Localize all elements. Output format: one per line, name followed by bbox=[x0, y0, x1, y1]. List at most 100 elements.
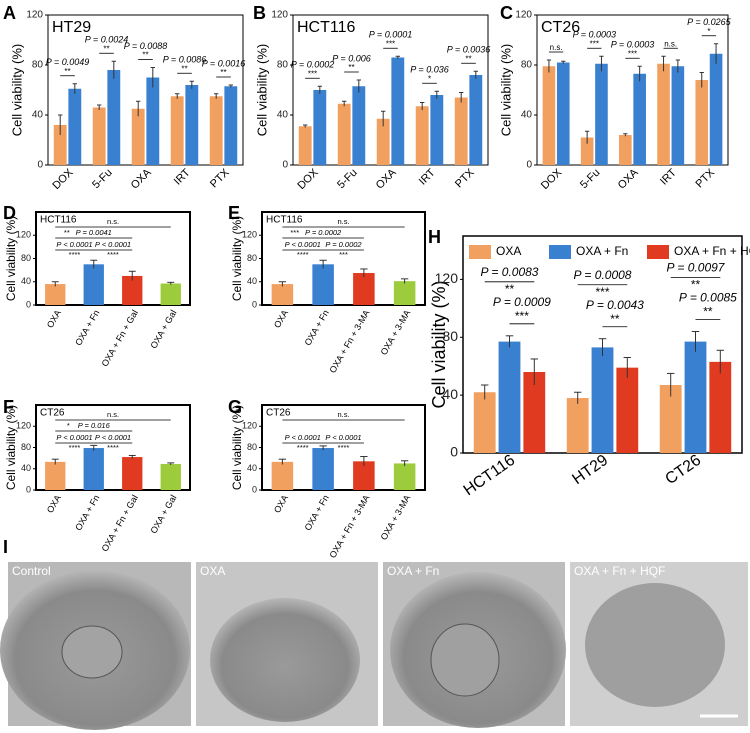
significance-stars: *** bbox=[386, 39, 395, 48]
p-value: P < 0.0001 bbox=[325, 433, 361, 442]
x-tick-label: CT26 bbox=[662, 452, 704, 488]
legend-swatch bbox=[469, 245, 491, 259]
y-tick-label: 0 bbox=[26, 299, 31, 309]
bar bbox=[580, 137, 594, 165]
significance-stars: *** bbox=[590, 39, 599, 48]
y-tick-label: 0 bbox=[526, 160, 532, 171]
bar bbox=[393, 463, 416, 490]
p-value: P < 0.0001 bbox=[95, 433, 131, 442]
image-label: OXA + Fn bbox=[387, 564, 439, 578]
bar bbox=[566, 398, 589, 453]
p-value: P = 0.0043 bbox=[586, 298, 644, 312]
y-tick-label: 120 bbox=[16, 421, 31, 431]
legend-label: OXA + Fn + HQF bbox=[674, 244, 750, 258]
panel-letter: G bbox=[228, 397, 242, 417]
y-tick-label: 40 bbox=[442, 386, 458, 402]
bar bbox=[131, 108, 145, 165]
x-tick-label: PTX bbox=[208, 166, 232, 190]
bar bbox=[45, 284, 66, 305]
y-tick-label: 40 bbox=[277, 110, 289, 121]
x-tick-label: IRT bbox=[658, 167, 679, 188]
panel-letter: F bbox=[3, 397, 14, 417]
significance-stars: *** bbox=[290, 228, 299, 237]
significance-stars: **** bbox=[69, 250, 81, 259]
x-tick-label: OXA + Fn + Gal bbox=[100, 493, 140, 553]
p-value: P = 0.0008 bbox=[574, 268, 632, 282]
panel-letter: B bbox=[253, 3, 266, 23]
p-value: P < 0.0001 bbox=[285, 433, 321, 442]
bar bbox=[657, 63, 670, 165]
y-tick-label: 40 bbox=[32, 110, 44, 121]
bar bbox=[312, 448, 334, 490]
x-tick-label: OXA + 3-MA bbox=[379, 308, 413, 357]
bar bbox=[92, 107, 106, 165]
bar bbox=[619, 135, 632, 165]
bar bbox=[352, 86, 366, 165]
nucleus bbox=[61, 625, 123, 679]
bar bbox=[122, 275, 143, 305]
y-axis-label: Cell viability (%) bbox=[429, 280, 449, 408]
p-value: P < 0.0001 bbox=[56, 240, 92, 249]
bar bbox=[122, 457, 143, 490]
x-tick-label: OXA + Fn + 3-MA bbox=[327, 493, 371, 560]
x-tick-label: HCT116 bbox=[461, 452, 519, 499]
bar bbox=[671, 66, 685, 165]
chart-title: CT26 bbox=[541, 19, 580, 36]
p-value: P = 0.0041 bbox=[76, 228, 112, 237]
bar bbox=[224, 86, 238, 165]
y-tick-label: 120 bbox=[242, 230, 257, 240]
x-tick-label: OXA bbox=[129, 166, 154, 191]
significance-stars: * bbox=[428, 74, 431, 83]
bar bbox=[312, 264, 334, 305]
y-axis-label: Cell viability (%) bbox=[230, 405, 244, 490]
bar bbox=[498, 341, 521, 453]
significance-stars: **** bbox=[297, 443, 309, 452]
significance-stars: ** bbox=[220, 68, 226, 77]
panel-letter: A bbox=[3, 3, 16, 23]
chart-title: HT29 bbox=[52, 19, 91, 36]
significance-stars: * bbox=[67, 421, 70, 430]
bar bbox=[556, 62, 570, 165]
p-value: P = 0.0002 bbox=[291, 60, 334, 70]
y-tick-label: 120 bbox=[435, 270, 459, 286]
y-tick-label: 40 bbox=[247, 276, 257, 286]
significance-stars: ** bbox=[348, 63, 354, 72]
bar bbox=[298, 126, 312, 165]
p-value: P = 0.0001 bbox=[369, 30, 412, 40]
x-tick-label: OXA bbox=[616, 166, 641, 191]
significance-stars: ** bbox=[64, 228, 70, 237]
significance-stars: n.s. bbox=[550, 43, 563, 52]
x-tick-label: OXA + Fn bbox=[73, 308, 101, 347]
y-tick-label: 80 bbox=[21, 442, 31, 452]
image-label: OXA bbox=[200, 564, 225, 578]
p-value: P = 0.0097 bbox=[667, 261, 726, 275]
panel-letter: I bbox=[3, 537, 8, 557]
p-value: P = 0.0002 bbox=[305, 228, 342, 237]
bar bbox=[393, 281, 416, 305]
chart-title: CT26 bbox=[40, 408, 65, 419]
x-tick-label: IRT bbox=[417, 167, 438, 188]
cell bbox=[210, 598, 360, 722]
significance-stars: * bbox=[707, 27, 710, 36]
significance-stars: **** bbox=[107, 443, 119, 452]
y-tick-label: 40 bbox=[21, 276, 31, 286]
significance-stars: ** bbox=[142, 51, 148, 60]
image-label: Control bbox=[12, 564, 51, 578]
p-value: P = 0.0049 bbox=[46, 57, 89, 67]
y-tick-label: 40 bbox=[521, 110, 533, 121]
x-tick-label: OXA bbox=[272, 308, 290, 329]
legend-label: OXA + Fn bbox=[576, 244, 628, 258]
x-tick-label: DOX bbox=[539, 166, 565, 192]
p-value: P = 0.0265 bbox=[687, 17, 731, 27]
bar bbox=[160, 283, 181, 305]
bar bbox=[659, 385, 682, 453]
x-tick-label: OXA + Gal bbox=[148, 493, 178, 535]
y-tick-label: 0 bbox=[252, 484, 257, 494]
y-axis-label: Cell viability (%) bbox=[9, 44, 24, 136]
bar bbox=[591, 347, 614, 453]
x-tick-label: HT29 bbox=[569, 452, 611, 488]
y-tick-label: 120 bbox=[271, 10, 288, 21]
bar bbox=[391, 57, 405, 165]
x-tick-label: OXA + Fn + Gal bbox=[100, 308, 140, 368]
